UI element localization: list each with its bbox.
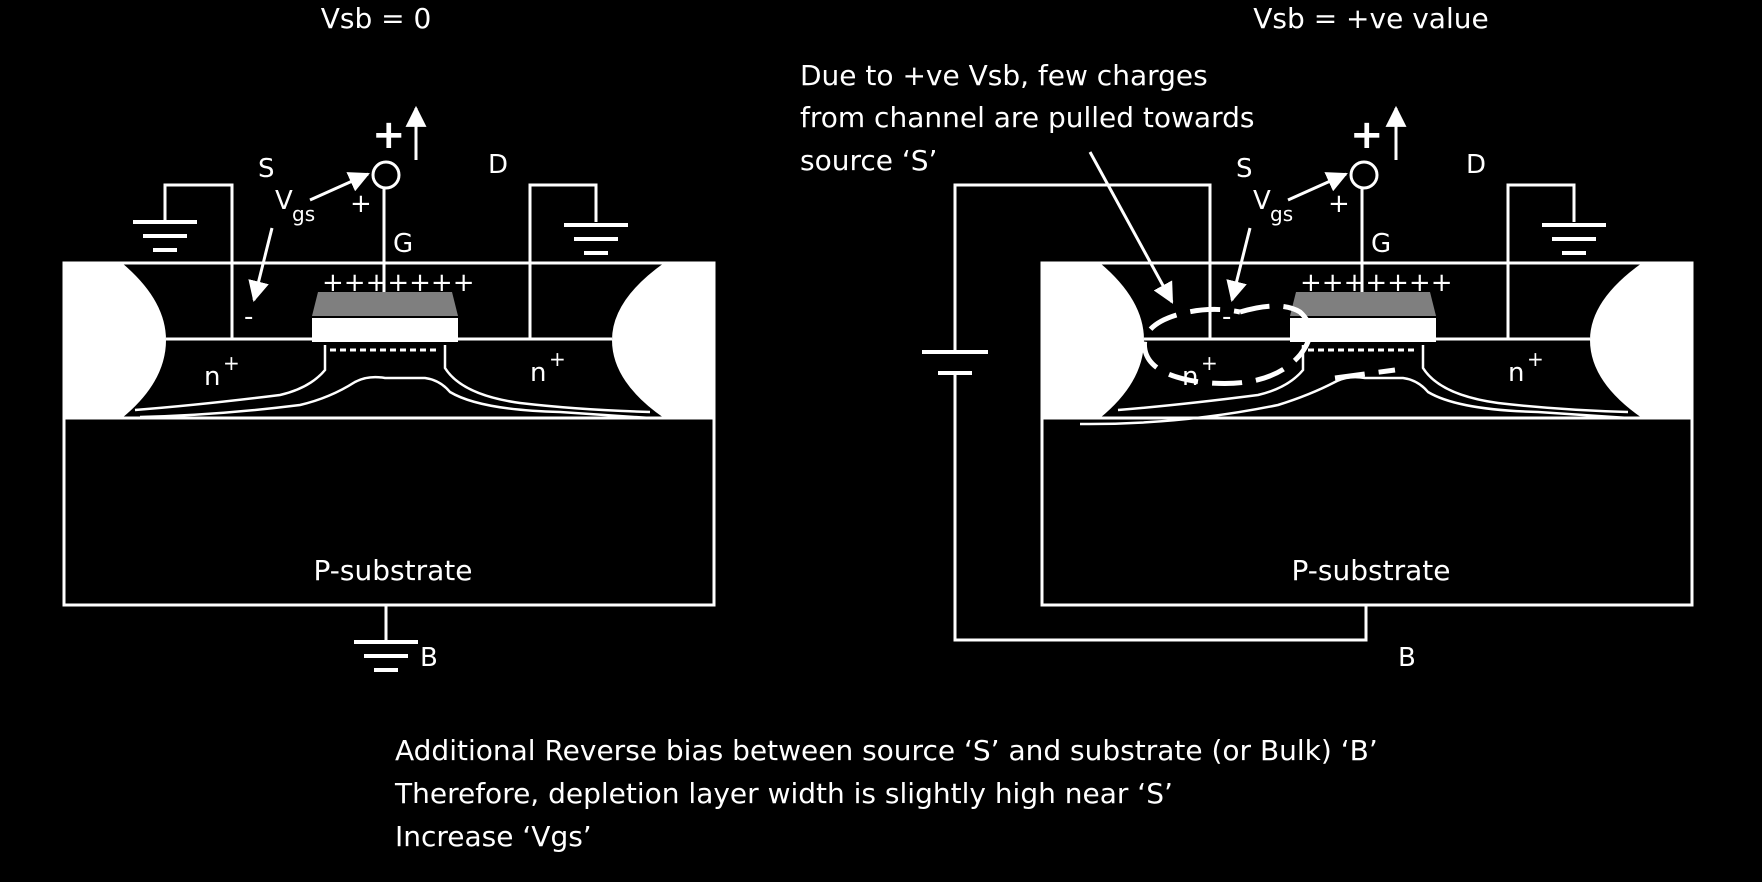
left-vgs-arrow-icon — [309, 172, 370, 202]
right-substrate-label: P-substrate — [1292, 554, 1451, 587]
left-vgs-minus: - — [244, 302, 253, 332]
left-source-label: S — [258, 154, 275, 184]
footer-line-3: Increase ‘Vgs’ — [395, 820, 592, 853]
right-vgs-arrow-icon — [1287, 172, 1348, 202]
right-gate-charges: +++++++ — [1300, 268, 1453, 298]
left-gate-terminal-icon — [371, 160, 401, 190]
left-gate-poly — [312, 318, 458, 342]
left-gate-oxide — [312, 292, 458, 316]
left-title: Vsb = 0 — [321, 2, 432, 35]
left-vgs-sub: gs — [292, 202, 315, 226]
footer-line-1: Additional Reverse bias between source ‘… — [395, 734, 1378, 767]
left-gate-charges: +++++++ — [322, 268, 475, 298]
left-drain-ground-icon — [564, 223, 628, 255]
right-drain-label: D — [1466, 150, 1486, 180]
right-pulled-charges-dashed-outline — [1141, 303, 1313, 386]
right-annotation-arrow-icon — [1088, 151, 1174, 304]
right-n-right-sup: + — [1527, 347, 1544, 371]
right-pulled-charges-dash-extra — [1334, 367, 1396, 381]
left-bulk-ground-icon — [354, 640, 418, 672]
right-gate-poly — [1290, 318, 1436, 342]
right-annotation-line-1: Due to +ve Vsb, few charges — [800, 59, 1208, 92]
right-panel: Vsb = +ve value Due to +ve Vsb, few char… — [800, 2, 1694, 673]
footer-notes: Additional Reverse bias between source ‘… — [394, 734, 1378, 853]
left-depletion-inner — [134, 345, 327, 412]
left-substrate-label: P-substrate — [314, 554, 473, 587]
right-bulk-wire — [953, 373, 1368, 642]
right-vgs-minus: - — [1222, 302, 1231, 332]
left-gate-plus: + — [372, 112, 406, 158]
right-bulk-label: B — [1398, 643, 1416, 673]
left-n-right: n — [530, 358, 546, 388]
left-isolation-right — [612, 263, 714, 418]
right-n-left-sup: + — [1201, 351, 1218, 375]
right-annotation-line-2: from channel are pulled towards — [800, 101, 1254, 134]
right-gate-terminal-icon — [1349, 160, 1379, 190]
right-drain-wire — [1506, 183, 1576, 339]
left-drain-label: D — [488, 150, 508, 180]
right-vgs-minus-arrow-icon — [1226, 227, 1252, 303]
left-vgs-minus-arrow-icon — [248, 227, 274, 303]
footer-line-2: Therefore, depletion layer width is slig… — [394, 777, 1173, 810]
right-depletion-right — [1421, 345, 1629, 414]
right-vgs-label: V — [1253, 186, 1271, 216]
left-n-right-sup: + — [549, 347, 566, 371]
left-gate-label: G — [393, 229, 413, 259]
right-isolation-left — [1042, 263, 1144, 418]
right-gate-plus: + — [1350, 112, 1384, 158]
left-vgs-plus: + — [350, 189, 372, 219]
left-n-left: n — [204, 362, 220, 392]
left-source-ground-icon — [133, 220, 197, 252]
left-drain-wire — [528, 183, 598, 339]
left-depletion-inner2 — [139, 375, 651, 420]
left-vgs-label: V — [275, 186, 293, 216]
left-bulk-label: B — [420, 643, 438, 673]
left-isolation-left — [64, 263, 166, 418]
left-depletion-right — [443, 345, 651, 414]
left-substrate — [62, 261, 716, 607]
right-n-left: n — [1182, 362, 1198, 392]
left-n-left-sup: + — [223, 351, 240, 375]
left-source-wire — [163, 183, 234, 339]
right-title: Vsb = +ve value — [1253, 2, 1488, 35]
right-gate-label: G — [1371, 229, 1391, 259]
right-vsb-battery-icon — [922, 350, 988, 375]
right-source-label: S — [1236, 154, 1253, 184]
right-gate-oxide — [1290, 292, 1436, 316]
right-depletion-inner — [1117, 345, 1305, 412]
right-isolation-right — [1590, 263, 1692, 418]
right-vgs-sub: gs — [1270, 202, 1293, 226]
right-n-right: n — [1508, 358, 1524, 388]
right-vgs-plus: + — [1328, 189, 1350, 219]
right-drain-ground-icon — [1542, 223, 1606, 255]
right-source-wire — [953, 183, 1212, 352]
right-annotation-line-3: source ‘S’ — [800, 144, 937, 177]
left-panel: Vsb = 0 — [62, 2, 716, 673]
